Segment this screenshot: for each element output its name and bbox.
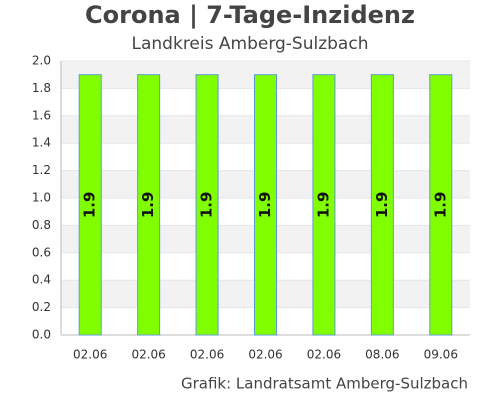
y-tick-label: 0.6: [32, 245, 51, 259]
data-label: 1.9: [81, 192, 99, 219]
y-tick-label: 1.6: [32, 108, 51, 122]
y-tick-label: 0.2: [32, 300, 51, 314]
data-label: 1.9: [431, 192, 449, 219]
data-label: 1.9: [314, 192, 332, 219]
x-tick-label: 08.06: [365, 348, 399, 362]
y-tick-label: 0.4: [32, 273, 51, 287]
y-tick-label: 1.8: [32, 81, 51, 95]
bar: [429, 74, 453, 336]
x-tick-label: 02.06: [131, 348, 165, 362]
y-tick-label: 0.8: [32, 218, 51, 232]
bar: [195, 74, 219, 336]
x-tick-label: 02.06: [73, 348, 107, 362]
y-tick-label: 2.0: [32, 54, 51, 68]
x-tick-label: 02.06: [307, 348, 341, 362]
bar: [370, 74, 394, 336]
x-tick-label: 02.06: [248, 348, 282, 362]
chart-footer: Grafik: Landratsamt Amberg-Sulzbach: [181, 375, 468, 393]
data-label: 1.9: [198, 192, 216, 219]
x-tick-label: 09.06: [424, 348, 458, 362]
data-label: 1.9: [373, 192, 391, 219]
y-tick-label: 1.4: [32, 136, 51, 150]
bar: [137, 74, 161, 336]
y-tick-label: 0.0: [32, 328, 51, 342]
y-tick-label: 1.0: [32, 191, 51, 205]
bar: [78, 74, 102, 336]
bar: [254, 74, 277, 336]
chart-title: Corona | 7-Tage-Inzidenz: [85, 1, 415, 29]
chart-subtitle: Landkreis Amberg-Sulzbach: [132, 34, 369, 54]
data-label: 1.9: [256, 192, 274, 219]
y-tick-label: 1.2: [32, 163, 51, 177]
x-tick-label: 02.06: [190, 348, 224, 362]
data-label: 1.9: [139, 192, 157, 219]
bar: [312, 74, 336, 336]
